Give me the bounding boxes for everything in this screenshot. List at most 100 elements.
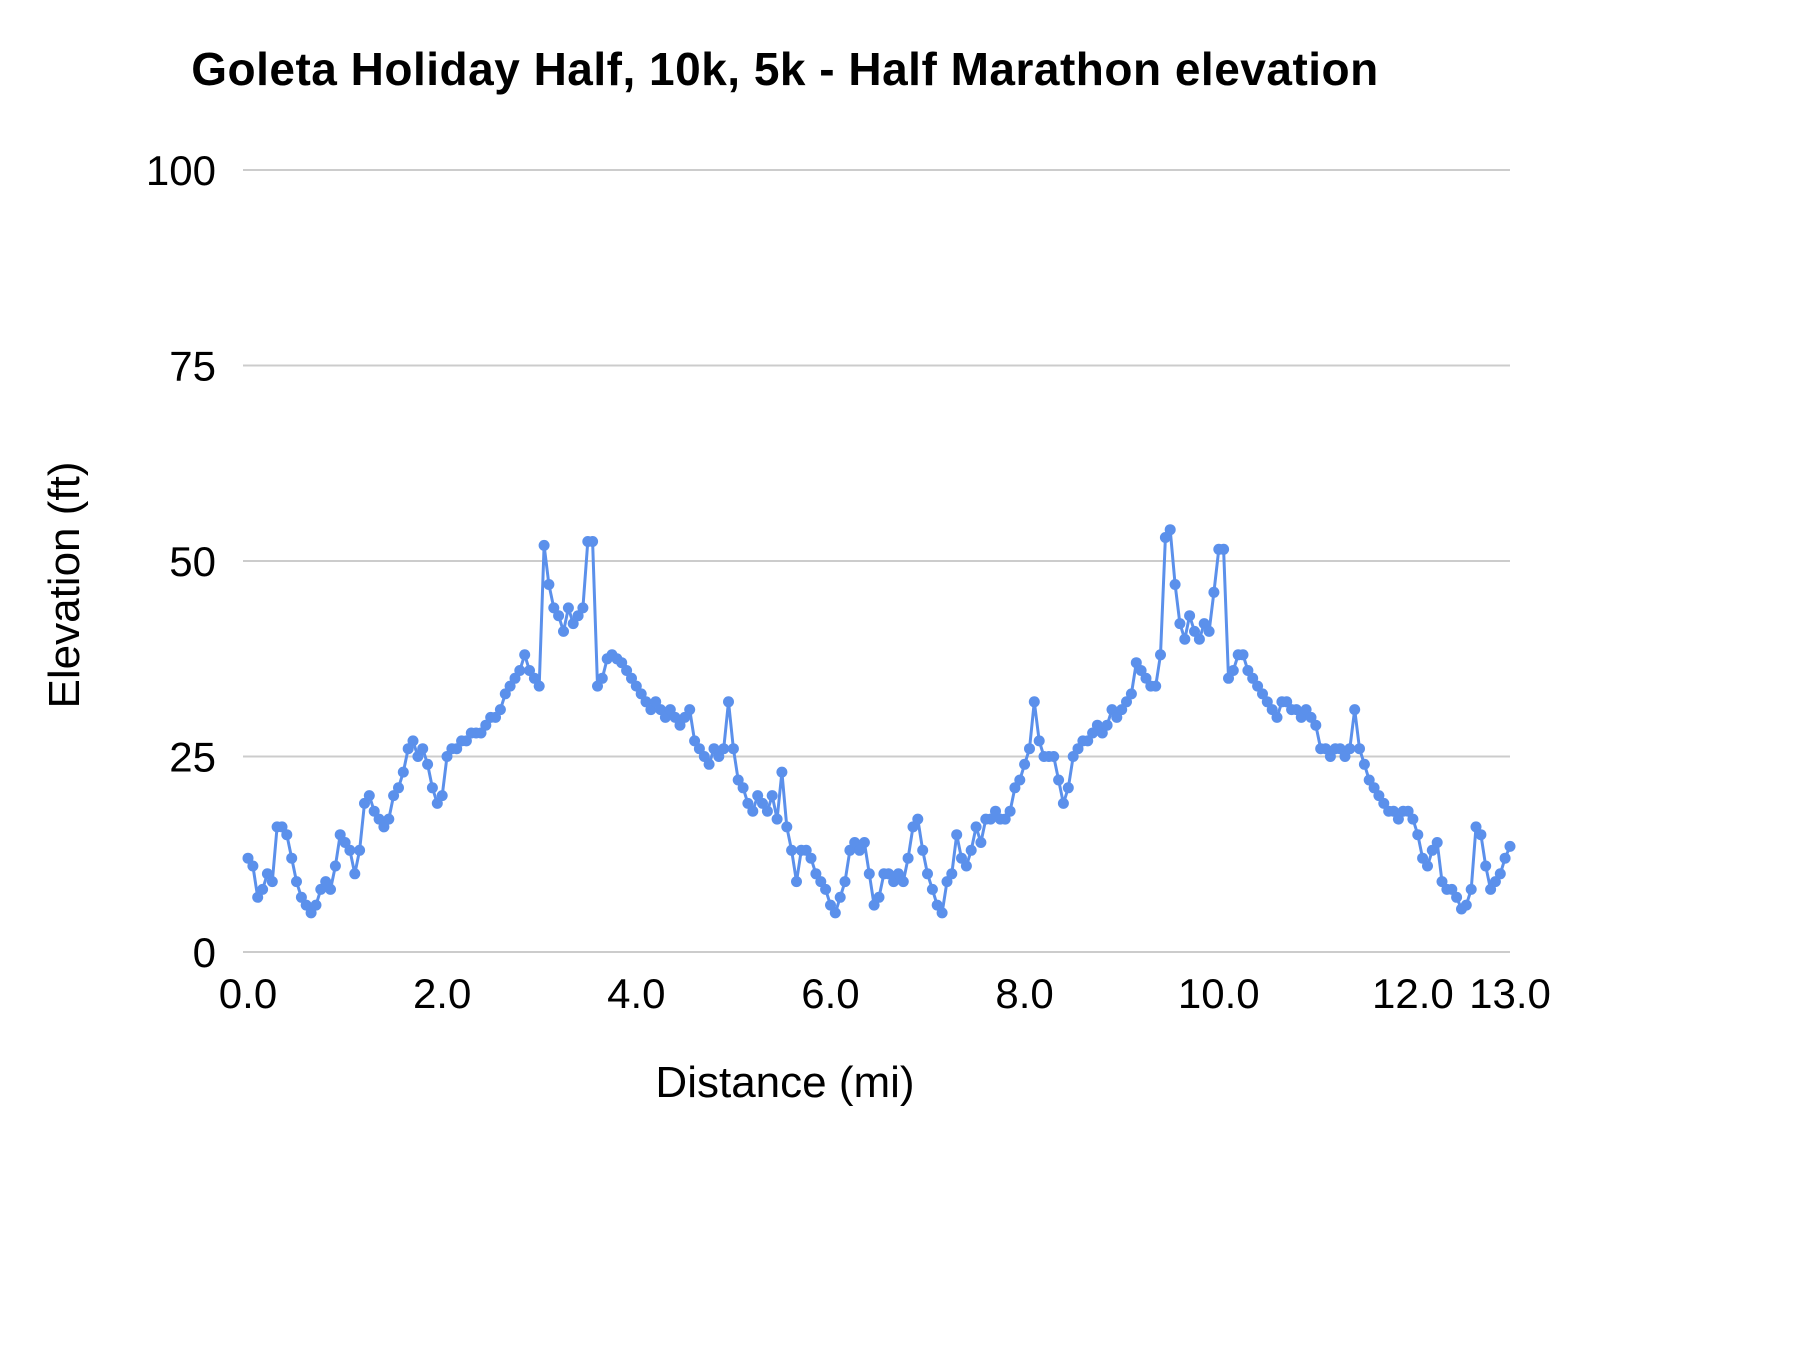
data-point bbox=[990, 805, 1001, 817]
data-point bbox=[791, 876, 802, 888]
data-point bbox=[281, 829, 293, 841]
data-point bbox=[553, 610, 565, 622]
data-point bbox=[1164, 524, 1176, 536]
data-point bbox=[1062, 782, 1074, 794]
data-point bbox=[1349, 704, 1361, 716]
data-point bbox=[1257, 688, 1268, 700]
data-point bbox=[985, 813, 997, 825]
data-point bbox=[1460, 899, 1472, 911]
y-tick-labels: 0 25 50 75 100 bbox=[146, 147, 216, 976]
data-point bbox=[1494, 868, 1506, 880]
data-point bbox=[1004, 805, 1016, 817]
x-tick-labels: 0.0 2.0 4.0 6.0 8.0 10.0 12.0 13.0 bbox=[219, 970, 1551, 1017]
data-point bbox=[393, 782, 404, 794]
data-point bbox=[1028, 696, 1040, 708]
data-point bbox=[839, 876, 851, 888]
data-point bbox=[684, 704, 696, 716]
data-point bbox=[1388, 805, 1399, 817]
data-point bbox=[863, 868, 875, 880]
data-point bbox=[1392, 813, 1404, 825]
y-tick-label: 0 bbox=[193, 929, 216, 976]
x-tick-label: 8.0 bbox=[995, 970, 1053, 1017]
data-point bbox=[567, 618, 579, 630]
data-point bbox=[1125, 688, 1137, 700]
data-point bbox=[723, 696, 734, 708]
data-point bbox=[873, 891, 885, 903]
data-point bbox=[1121, 696, 1132, 708]
data-point bbox=[1480, 860, 1492, 872]
data-point bbox=[926, 883, 938, 895]
data-point bbox=[1184, 610, 1196, 622]
data-point bbox=[1227, 665, 1239, 676]
data-point bbox=[1504, 840, 1516, 852]
data-point bbox=[1271, 711, 1283, 723]
data-point bbox=[1218, 543, 1230, 555]
data-point bbox=[422, 758, 434, 770]
gridlines bbox=[243, 169, 1510, 953]
data-point bbox=[514, 665, 526, 676]
data-point bbox=[1499, 852, 1511, 864]
data-point bbox=[820, 883, 832, 895]
data-point bbox=[776, 766, 788, 778]
data-point bbox=[960, 860, 972, 872]
data-point bbox=[1057, 797, 1069, 809]
data-point bbox=[1082, 735, 1094, 747]
x-axis-title: Distance (mi) bbox=[655, 1058, 915, 1107]
data-point bbox=[1155, 649, 1166, 661]
x-tick-label: 12.0 bbox=[1372, 970, 1454, 1017]
x-tick-label: 0.0 bbox=[219, 970, 277, 1017]
data-point bbox=[252, 891, 264, 903]
data-point bbox=[1475, 829, 1487, 841]
data-point bbox=[718, 743, 730, 755]
data-point bbox=[703, 758, 715, 770]
data-point bbox=[407, 735, 419, 747]
data-point bbox=[1446, 883, 1458, 895]
data-point bbox=[975, 837, 987, 848]
data-point bbox=[917, 844, 929, 856]
data-point bbox=[781, 821, 793, 833]
data-point bbox=[1465, 883, 1477, 895]
data-point bbox=[543, 579, 555, 590]
x-tick-label: 4.0 bbox=[607, 970, 665, 1017]
data-point bbox=[946, 868, 958, 880]
y-tick-label: 75 bbox=[169, 343, 216, 390]
data-point bbox=[533, 680, 545, 692]
x-tick-label: 10.0 bbox=[1178, 970, 1260, 1017]
data-point bbox=[354, 844, 366, 856]
data-point bbox=[436, 790, 448, 802]
data-point bbox=[383, 813, 395, 825]
data-point bbox=[344, 844, 356, 856]
data-point bbox=[761, 805, 773, 817]
data-point bbox=[737, 782, 749, 794]
data-point bbox=[1033, 735, 1045, 747]
data-point bbox=[596, 672, 608, 684]
data-point bbox=[247, 860, 259, 872]
data-point bbox=[970, 821, 982, 833]
data-point bbox=[349, 868, 361, 880]
data-point bbox=[1407, 813, 1419, 825]
data-point bbox=[577, 602, 589, 614]
data-point bbox=[1174, 618, 1186, 630]
data-point bbox=[426, 782, 438, 794]
data-point bbox=[1358, 758, 1370, 770]
data-point bbox=[999, 813, 1011, 825]
data-point bbox=[257, 883, 269, 895]
data-point bbox=[936, 907, 948, 919]
data-point bbox=[747, 805, 759, 817]
data-point bbox=[965, 844, 977, 856]
data-point bbox=[922, 868, 933, 880]
data-point bbox=[771, 813, 783, 825]
data-point bbox=[494, 704, 506, 716]
data-point bbox=[460, 735, 472, 747]
data-point bbox=[1237, 649, 1249, 661]
data-point bbox=[897, 876, 909, 888]
data-point bbox=[834, 891, 846, 903]
data-point bbox=[558, 625, 569, 637]
data-point bbox=[562, 602, 574, 614]
data-point bbox=[1169, 579, 1181, 590]
y-tick-label: 25 bbox=[169, 734, 216, 781]
data-point bbox=[1048, 751, 1060, 762]
data-point bbox=[727, 743, 739, 755]
